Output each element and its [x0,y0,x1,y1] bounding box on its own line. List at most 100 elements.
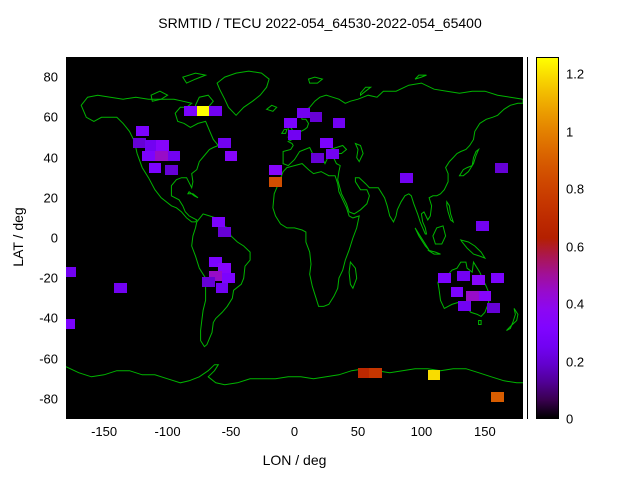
coastline-path [478,320,482,325]
coastline-path [414,74,427,80]
coastline-path [182,72,208,84]
coastline-path [150,90,169,102]
coastline-path [414,227,430,251]
heatmap-cell [326,148,339,159]
heatmap-cell [215,283,229,294]
x-axis-label: LON / deg [262,452,327,468]
coastline-path [459,239,487,260]
x-tick-label: -150 [91,424,118,439]
coastline-path [187,190,199,199]
heatmap-cell [472,275,485,286]
x-tick-label: -50 [221,424,241,439]
heatmap-cell [284,118,298,129]
heatmap-cell [218,138,232,149]
colorbar-tick-label: 0 [566,411,574,427]
x-tick-label: -100 [154,424,181,439]
coastline-path [280,128,288,134]
heatmap-cell [201,277,215,288]
heatmap-cell [269,176,282,187]
y-tick-label: -40 [39,310,58,326]
coastline-path [80,94,220,223]
heatmap-cell [133,138,146,149]
heatmap-cell [144,140,158,151]
y-tick-label: 0 [50,230,58,246]
heatmap-cell [135,126,149,137]
heatmap-cell [269,164,282,175]
heatmap-cell [478,291,492,302]
coastline-path [427,249,441,255]
coastline-path [458,147,480,177]
heatmap-cell [211,216,225,227]
coastline-path [360,86,373,97]
heatmap-cell [297,108,310,119]
chart-title: SRMTID / TECU 2022-054_64530-2022-054_65… [158,15,482,31]
heatmap-cell [224,150,238,161]
heatmap-cell [332,118,346,129]
coastline-map [66,70,523,386]
colorbar-tick-label: 0.2 [566,354,585,370]
heatmap-cell [66,319,75,330]
y-tick-label: -80 [39,391,58,407]
coastline-path [432,225,447,245]
heatmap-cell [184,106,197,117]
heatmap-cell [218,226,232,237]
colorbar-tick-label: 0.4 [566,296,585,312]
y-tick-label: 80 [43,69,58,85]
heatmap-cell [165,164,178,175]
heatmap-cell [167,150,181,161]
colorbar [536,57,559,419]
heatmap-cell [476,220,489,231]
heatmap-cell [209,271,223,282]
heatmap-cell [491,273,504,284]
heatmap-cell [458,301,471,312]
heatmap-cell [465,291,479,302]
heatmap-cell [495,162,508,173]
heatmap-cell [114,283,127,294]
heatmap-cell [311,152,324,163]
colorbar-separator-line [527,57,528,419]
coastline-path [348,260,358,290]
heatmap-cell [456,271,470,282]
heatmap-cell [319,138,333,149]
heatmap-cell [491,391,504,402]
heatmap-cell [156,140,169,151]
heatmap-cell [66,267,77,278]
heatmap-cell [142,150,155,161]
colorbar-tick-label: 1 [566,124,574,140]
heatmap-cell [288,130,301,141]
y-tick-label: 60 [43,109,58,125]
coastline-path [216,70,270,117]
coastline-path [307,76,324,84]
heatmap-cell [222,273,235,284]
coastline-path [66,364,523,386]
coastline-path [446,200,455,224]
heatmap-cell [309,112,323,123]
x-tick-label: 100 [410,424,433,439]
heatmap-cell [437,273,451,284]
colorbar-tick-label: 0.8 [566,181,585,197]
heatmap-cell [196,106,210,117]
heatmap-cell [218,263,232,274]
coastline-path [354,142,364,163]
colorbar-tick-label: 0.6 [566,239,585,255]
y-tick-label: -20 [39,270,58,286]
coastline-path [437,260,490,318]
coastline-path [265,104,278,112]
heatmap-cell [487,303,501,314]
heatmap-cell [209,257,223,268]
plot-area [66,57,523,419]
y-tick-label: 40 [43,150,58,166]
coastline-path [272,163,360,307]
coastline-path [506,308,519,331]
heatmap-cell [154,150,168,161]
heatmap-cell [369,367,383,378]
heatmap-cell [209,106,223,117]
heatmap-cell [427,369,441,380]
heatmap-cell [399,172,413,183]
y-tick-label: 20 [43,190,58,206]
coastline-path [282,82,523,235]
colorbar-tick-label: 1.2 [566,66,585,82]
x-tick-label: 0 [290,424,299,439]
heatmap-cell [357,367,371,378]
heatmap-cell [450,287,464,298]
